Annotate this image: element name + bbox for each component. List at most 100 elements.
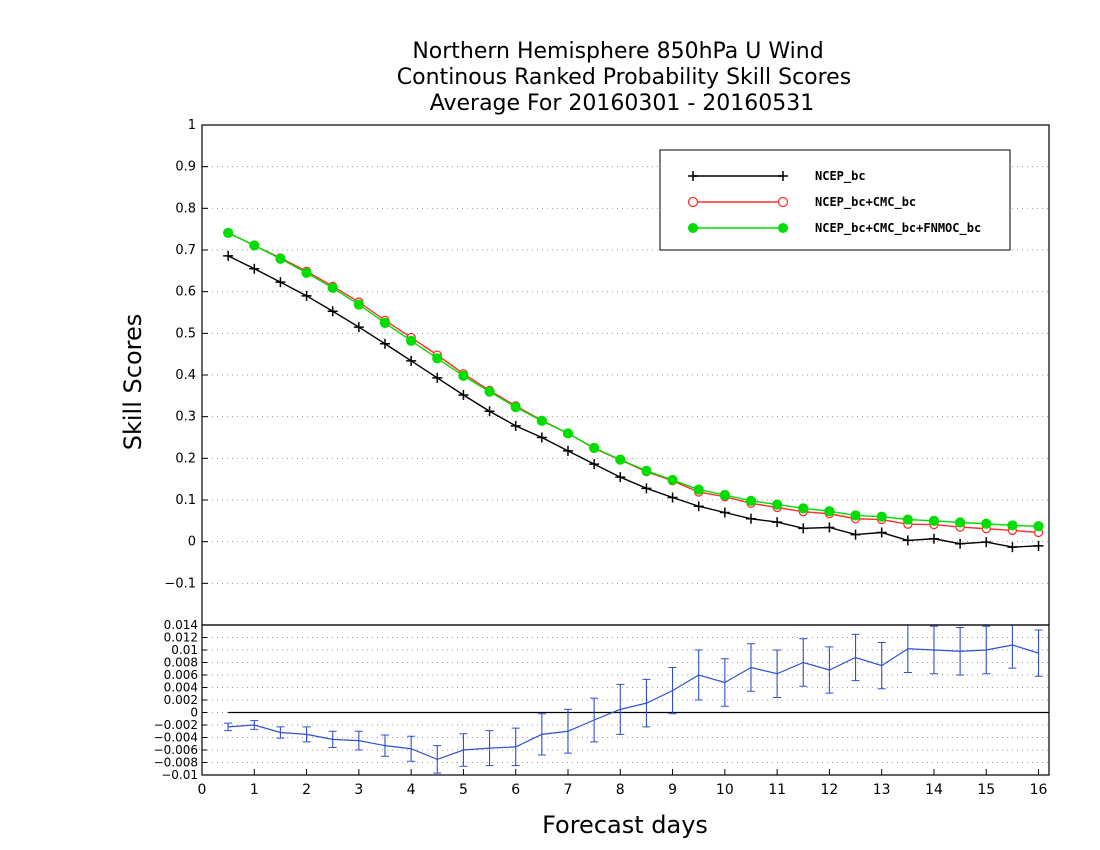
x-axis-ticks: 0 1 2 3 4 5 6 7 8 9 10 11 12 13 14 15 16: [198, 769, 1048, 798]
data-point: [615, 454, 626, 465]
x-tick-label: 5: [459, 782, 468, 798]
y-axis-label: Skill Scores: [119, 314, 147, 451]
bottom-y-tick-label: −0.004: [154, 731, 198, 745]
error-bar: [694, 649, 703, 701]
data-point: [301, 267, 312, 279]
bottom-y-tick-label: −0.002: [154, 718, 198, 732]
data-point: [955, 517, 966, 528]
top-panel-y-ticks: −0.1 0 0.1 0.2 0.3 0.4 0.5 0.6 0.7 0.8 0.9 1: [164, 118, 208, 591]
chart-title: Northern Hemisphere 850hPa U Wind Contin…: [397, 39, 851, 116]
data-point: [379, 338, 390, 349]
data-point: [902, 514, 913, 525]
data-point: [824, 506, 835, 517]
series-line-1: [227, 232, 1039, 534]
top-y-tick-label: 0.6: [175, 285, 196, 300]
data-point: [981, 537, 992, 548]
bottom-y-tick-label: 0.002: [164, 693, 198, 707]
top-y-tick-label: 0.1: [175, 493, 196, 508]
error-bar: [877, 641, 886, 690]
data-point: [928, 515, 940, 526]
bottom-panel-frame: [201, 624, 1050, 776]
data-point: [902, 535, 913, 546]
data-point: [406, 355, 417, 366]
top-y-tick-label: 0.7: [175, 243, 196, 258]
data-point: [484, 406, 495, 417]
data-point: [432, 353, 443, 364]
data-point: [327, 282, 338, 294]
data-point: [510, 420, 521, 431]
legend-box: [659, 149, 1011, 251]
legend-label-2: NCEP_bc+CMC_bc+FNMOC_bc: [815, 221, 981, 236]
data-point: [876, 527, 887, 538]
error-bar: [851, 633, 860, 682]
x-tick-label: 11: [768, 782, 786, 798]
data-point: [955, 538, 966, 549]
error-bar: [773, 649, 782, 699]
data-point: [458, 390, 469, 400]
x-tick-label: 10: [716, 782, 734, 798]
bottom-panel-series: [224, 624, 1043, 774]
error-bar: [616, 683, 625, 735]
top-panel-series: [223, 227, 1044, 553]
bottom-y-tick-label: −0.01: [161, 768, 198, 782]
bottom-y-tick-label: 0.008: [164, 656, 198, 670]
data-point: [562, 445, 573, 456]
difference-line-0: [228, 644, 1039, 761]
error-bar: [537, 713, 546, 756]
top-y-tick-label: 0.8: [175, 201, 196, 216]
data-point: [615, 472, 626, 483]
data-point: [850, 529, 861, 540]
error-bar: [354, 730, 363, 751]
x-tick-label: 1: [250, 782, 259, 798]
bottom-y-tick-label: −0.006: [154, 743, 198, 757]
data-point: [406, 335, 417, 346]
data-point: [850, 510, 861, 521]
legend-marker: [688, 223, 698, 233]
data-point: [275, 277, 286, 288]
data-point: [824, 522, 835, 533]
bottom-panel-y-ticks: −0.01−0.008−0.006−0.004−0.00200.0020.004…: [154, 618, 207, 782]
data-point: [745, 495, 757, 506]
data-point: [641, 483, 652, 494]
data-point: [536, 432, 547, 443]
data-point: [589, 459, 600, 470]
error-bar: [250, 720, 259, 730]
bottom-y-tick-label: 0: [190, 706, 198, 720]
error-bar: [328, 730, 337, 749]
data-point: [510, 401, 521, 413]
data-point: [981, 518, 992, 529]
data-point: [667, 474, 678, 486]
bottom-y-tick-label: 0.01: [171, 643, 198, 657]
error-bar: [563, 708, 572, 754]
data-point: [798, 523, 809, 534]
error-bar: [642, 678, 651, 728]
error-bar: [668, 666, 677, 715]
data-point: [432, 372, 443, 383]
error-bar: [1008, 624, 1017, 669]
error-bar: [511, 727, 520, 767]
x-tick-label: 3: [354, 782, 363, 798]
error-bar: [1034, 629, 1043, 677]
data-point: [353, 322, 364, 333]
legend-marker: [687, 196, 699, 208]
data-point: [301, 290, 312, 301]
data-point: [1007, 520, 1018, 531]
data-point: [562, 428, 574, 439]
x-tick-label: 14: [925, 782, 943, 798]
data-point: [798, 503, 809, 514]
data-point: [589, 442, 600, 454]
top-y-tick-label: −0.1: [164, 576, 196, 591]
legend-marker: [777, 196, 789, 208]
error-bar: [825, 646, 834, 694]
error-bar: [433, 745, 442, 774]
x-tick-label: 6: [511, 782, 520, 798]
error-bar: [590, 697, 599, 743]
legend: NCEP_bc NCEP_bc+CMC_bc NCEP_bc+CMC_bc+FNMO…: [659, 149, 1011, 251]
error-bar: [459, 733, 468, 767]
data-point: [1033, 540, 1044, 551]
data-point: [693, 501, 704, 512]
x-tick-label: 8: [616, 782, 625, 798]
data-point: [223, 227, 234, 239]
top-y-tick-label: 0.5: [175, 326, 196, 341]
